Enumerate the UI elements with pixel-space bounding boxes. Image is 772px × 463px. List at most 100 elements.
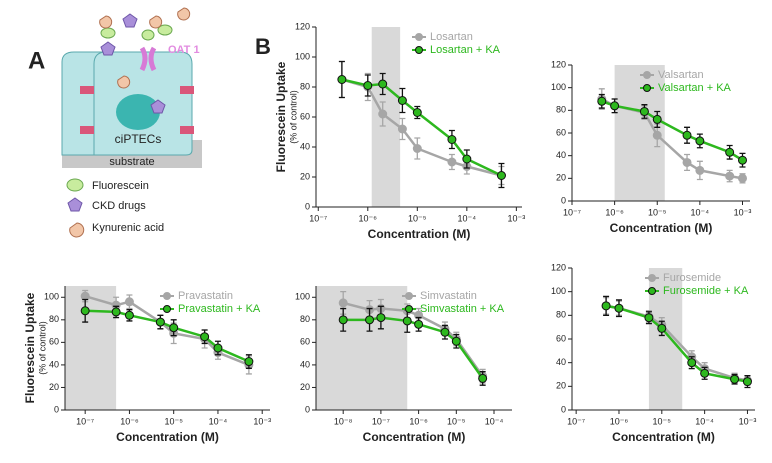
- transporter-label: OAT 1: [168, 44, 200, 56]
- x-axis-label: Concentration (M): [612, 430, 715, 444]
- legend-text: CKD drugs: [92, 200, 146, 212]
- data-point: [639, 106, 649, 116]
- y-tick-label: 40: [300, 141, 310, 151]
- y-tick-label: 80: [556, 310, 566, 320]
- y-tick-label: 40: [556, 357, 566, 367]
- y-tick-label: 100: [44, 292, 59, 302]
- data-point: [337, 75, 347, 84]
- data-point: [451, 336, 461, 346]
- data-point: [652, 130, 662, 140]
- data-point: [478, 373, 488, 383]
- data-point: [695, 165, 705, 175]
- legend-label: Valsartan: [658, 69, 704, 81]
- data-point: [682, 130, 692, 140]
- data-point: [610, 101, 620, 111]
- shaded-region: [316, 286, 408, 410]
- data-point: [597, 96, 607, 106]
- x-tick-label: 10⁻⁶: [359, 213, 378, 223]
- data-point: [496, 171, 506, 180]
- data-point: [378, 79, 388, 89]
- x-tick-label: 10⁻⁴: [209, 416, 228, 426]
- data-point: [402, 316, 412, 326]
- y-tick-label: 20: [556, 381, 566, 391]
- data-point: [412, 108, 422, 117]
- x-tick-label: 10⁻⁴: [485, 416, 504, 426]
- x-tick-label: 10⁻⁵: [653, 416, 672, 426]
- data-point: [338, 298, 348, 308]
- legend-marker: [163, 292, 171, 300]
- nucleus: [116, 94, 160, 130]
- data-point: [737, 155, 747, 165]
- y-tick-label: 0: [561, 404, 566, 414]
- y-tick-label: 120: [295, 21, 310, 31]
- ka-icon: [117, 75, 131, 89]
- legend-marker: [405, 292, 413, 300]
- legend-icon: [67, 197, 83, 212]
- y-tick-label: 60: [556, 127, 566, 137]
- data-point: [338, 315, 348, 325]
- x-tick-label: 10⁻⁶: [610, 416, 629, 426]
- y-tick-label: 20: [49, 382, 59, 392]
- x-tick-label: 10⁻⁶: [409, 416, 428, 426]
- x-tick-label: 10⁻³: [739, 416, 757, 426]
- data-point: [213, 343, 223, 353]
- data-point: [412, 144, 422, 153]
- y-tick-label: 20: [556, 173, 566, 183]
- legend-text: Fluorescein: [92, 180, 149, 192]
- y-tick-label: 80: [300, 81, 310, 91]
- fluorescein-icon: [100, 27, 116, 39]
- ka-icon: [99, 15, 113, 29]
- y-tick-label: 60: [556, 333, 566, 343]
- x-tick-label: 10⁻⁷: [76, 416, 94, 426]
- data-point: [397, 96, 407, 105]
- legend-label: Furosemide: [663, 272, 721, 284]
- y-tick-label: 120: [551, 59, 566, 69]
- legend-marker: [648, 274, 656, 282]
- x-tick-label: 10⁻⁵: [408, 213, 427, 223]
- x-tick-label: 10⁻³: [507, 213, 525, 223]
- x-axis-label: Concentration (M): [368, 227, 471, 241]
- series-line: [341, 78, 502, 177]
- legend-marker: [415, 33, 423, 41]
- legend-label: Losartan + KA: [430, 44, 501, 56]
- x-axis-label: Concentration (M): [610, 221, 713, 235]
- legend-text: Kynurenic acid: [92, 222, 164, 234]
- data-point: [700, 368, 710, 378]
- data-point: [601, 301, 611, 311]
- data-point: [725, 171, 735, 181]
- data-point: [742, 377, 752, 387]
- chart: 0 20 40 60 80 100 10⁻⁸ 10⁻⁷ 10⁻⁶ 10⁻⁵ 10⁻⁴ Concentr…: [295, 286, 512, 444]
- y-tick-label: 20: [300, 382, 310, 392]
- cell-diagram: A B OAT 1 ciPTECs substrate Fluorescein …: [28, 7, 271, 238]
- data-point: [447, 157, 457, 167]
- panel-label: A: [28, 47, 45, 74]
- y-tick-label: 0: [561, 195, 566, 205]
- series-line: [605, 304, 748, 383]
- data-point: [155, 317, 165, 327]
- y-tick-label: 0: [305, 404, 310, 414]
- data-point: [682, 157, 692, 167]
- y-axis-label: Fluorescein Uptake: [274, 61, 288, 172]
- cell-label: ciPTECs: [115, 132, 162, 146]
- y-tick-label: 0: [54, 404, 59, 414]
- legend-label: Pravastatin: [178, 290, 233, 302]
- x-tick-label: 10⁻⁵: [648, 207, 667, 217]
- ka-icon: [149, 15, 163, 29]
- drug-icon: [122, 13, 138, 28]
- y-tick-label: 80: [300, 314, 310, 324]
- legend-label: Simvastatin + KA: [420, 303, 505, 315]
- data-point: [376, 313, 386, 323]
- x-tick-label: 10⁻⁴: [691, 207, 710, 217]
- legend-marker: [643, 71, 651, 79]
- panel-label: B: [255, 34, 271, 59]
- legend-label: Furosemide + KA: [663, 285, 749, 297]
- x-tick-label: 10⁻³: [253, 416, 271, 426]
- chart: 0 20 40 60 80 100 120 10⁻⁷ 10⁻⁶ 10⁻⁵ 10⁻⁴ 10⁻³ Conce…: [551, 59, 751, 235]
- data-point: [378, 109, 388, 119]
- junction: [80, 126, 94, 134]
- x-tick-label: 10⁻⁶: [120, 416, 139, 426]
- data-point: [80, 306, 90, 316]
- y-tick-label: 40: [556, 150, 566, 160]
- x-tick-label: 10⁻⁷: [567, 416, 585, 426]
